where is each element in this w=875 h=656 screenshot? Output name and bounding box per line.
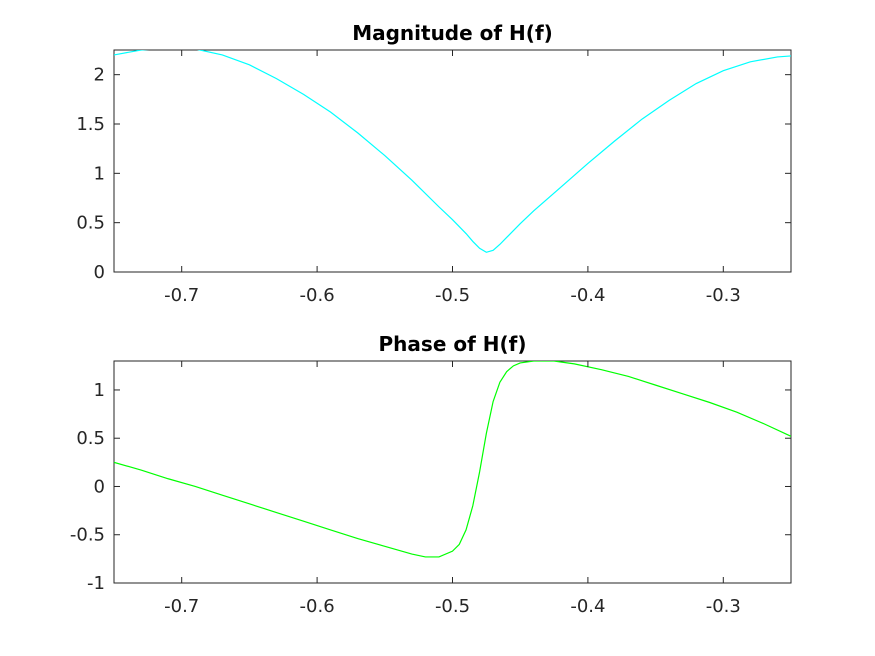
magnitude-x-tick-label: -0.6 [300,285,335,306]
magnitude-y-tick-label: 1 [94,163,105,184]
phase-y-tick-label: 1 [94,380,105,401]
magnitude-y-tick-label: 2 [94,65,105,86]
phase-title: Phase of H(f) [379,332,527,356]
magnitude-x-tick-label: -0.5 [435,285,470,306]
phase-x-tick-label: -0.6 [300,596,335,617]
phase-x-tick-label: -0.3 [706,596,741,617]
phase-y-tick-label: -1 [87,573,105,594]
magnitude-title: Magnitude of H(f) [352,21,553,45]
magnitude-x-tick-label: -0.7 [164,285,199,306]
magnitude-plot: -0.7 -0.6 -0.5 -0.4 -0.3 0 0.5 1 1.5 2 Magnitude o… [76,21,792,306]
phase-y-tick-label: -0.5 [70,525,105,546]
phase-x-tick-label: -0.4 [570,596,605,617]
magnitude-x-tick-label: -0.3 [706,285,741,306]
magnitude-y-tick-label: 1.5 [76,114,105,135]
magnitude-y-tick-label: 0.5 [76,213,105,234]
magnitude-y-tick-label: 0 [94,262,105,283]
phase-y-tick-label: 0 [94,476,105,497]
phase-series-line [114,361,791,558]
phase-x-tick-label: -0.5 [435,596,470,617]
magnitude-series-line [114,50,791,253]
magnitude-x-tick-label: -0.4 [570,285,605,306]
phase-plot: -0.7 -0.6 -0.5 -0.4 -0.3 -1 -0.5 0 0.5 1 Phase of … [70,332,792,617]
phase-x-tick-label: -0.7 [164,596,199,617]
phase-y-tick-label: 0.5 [76,428,105,449]
